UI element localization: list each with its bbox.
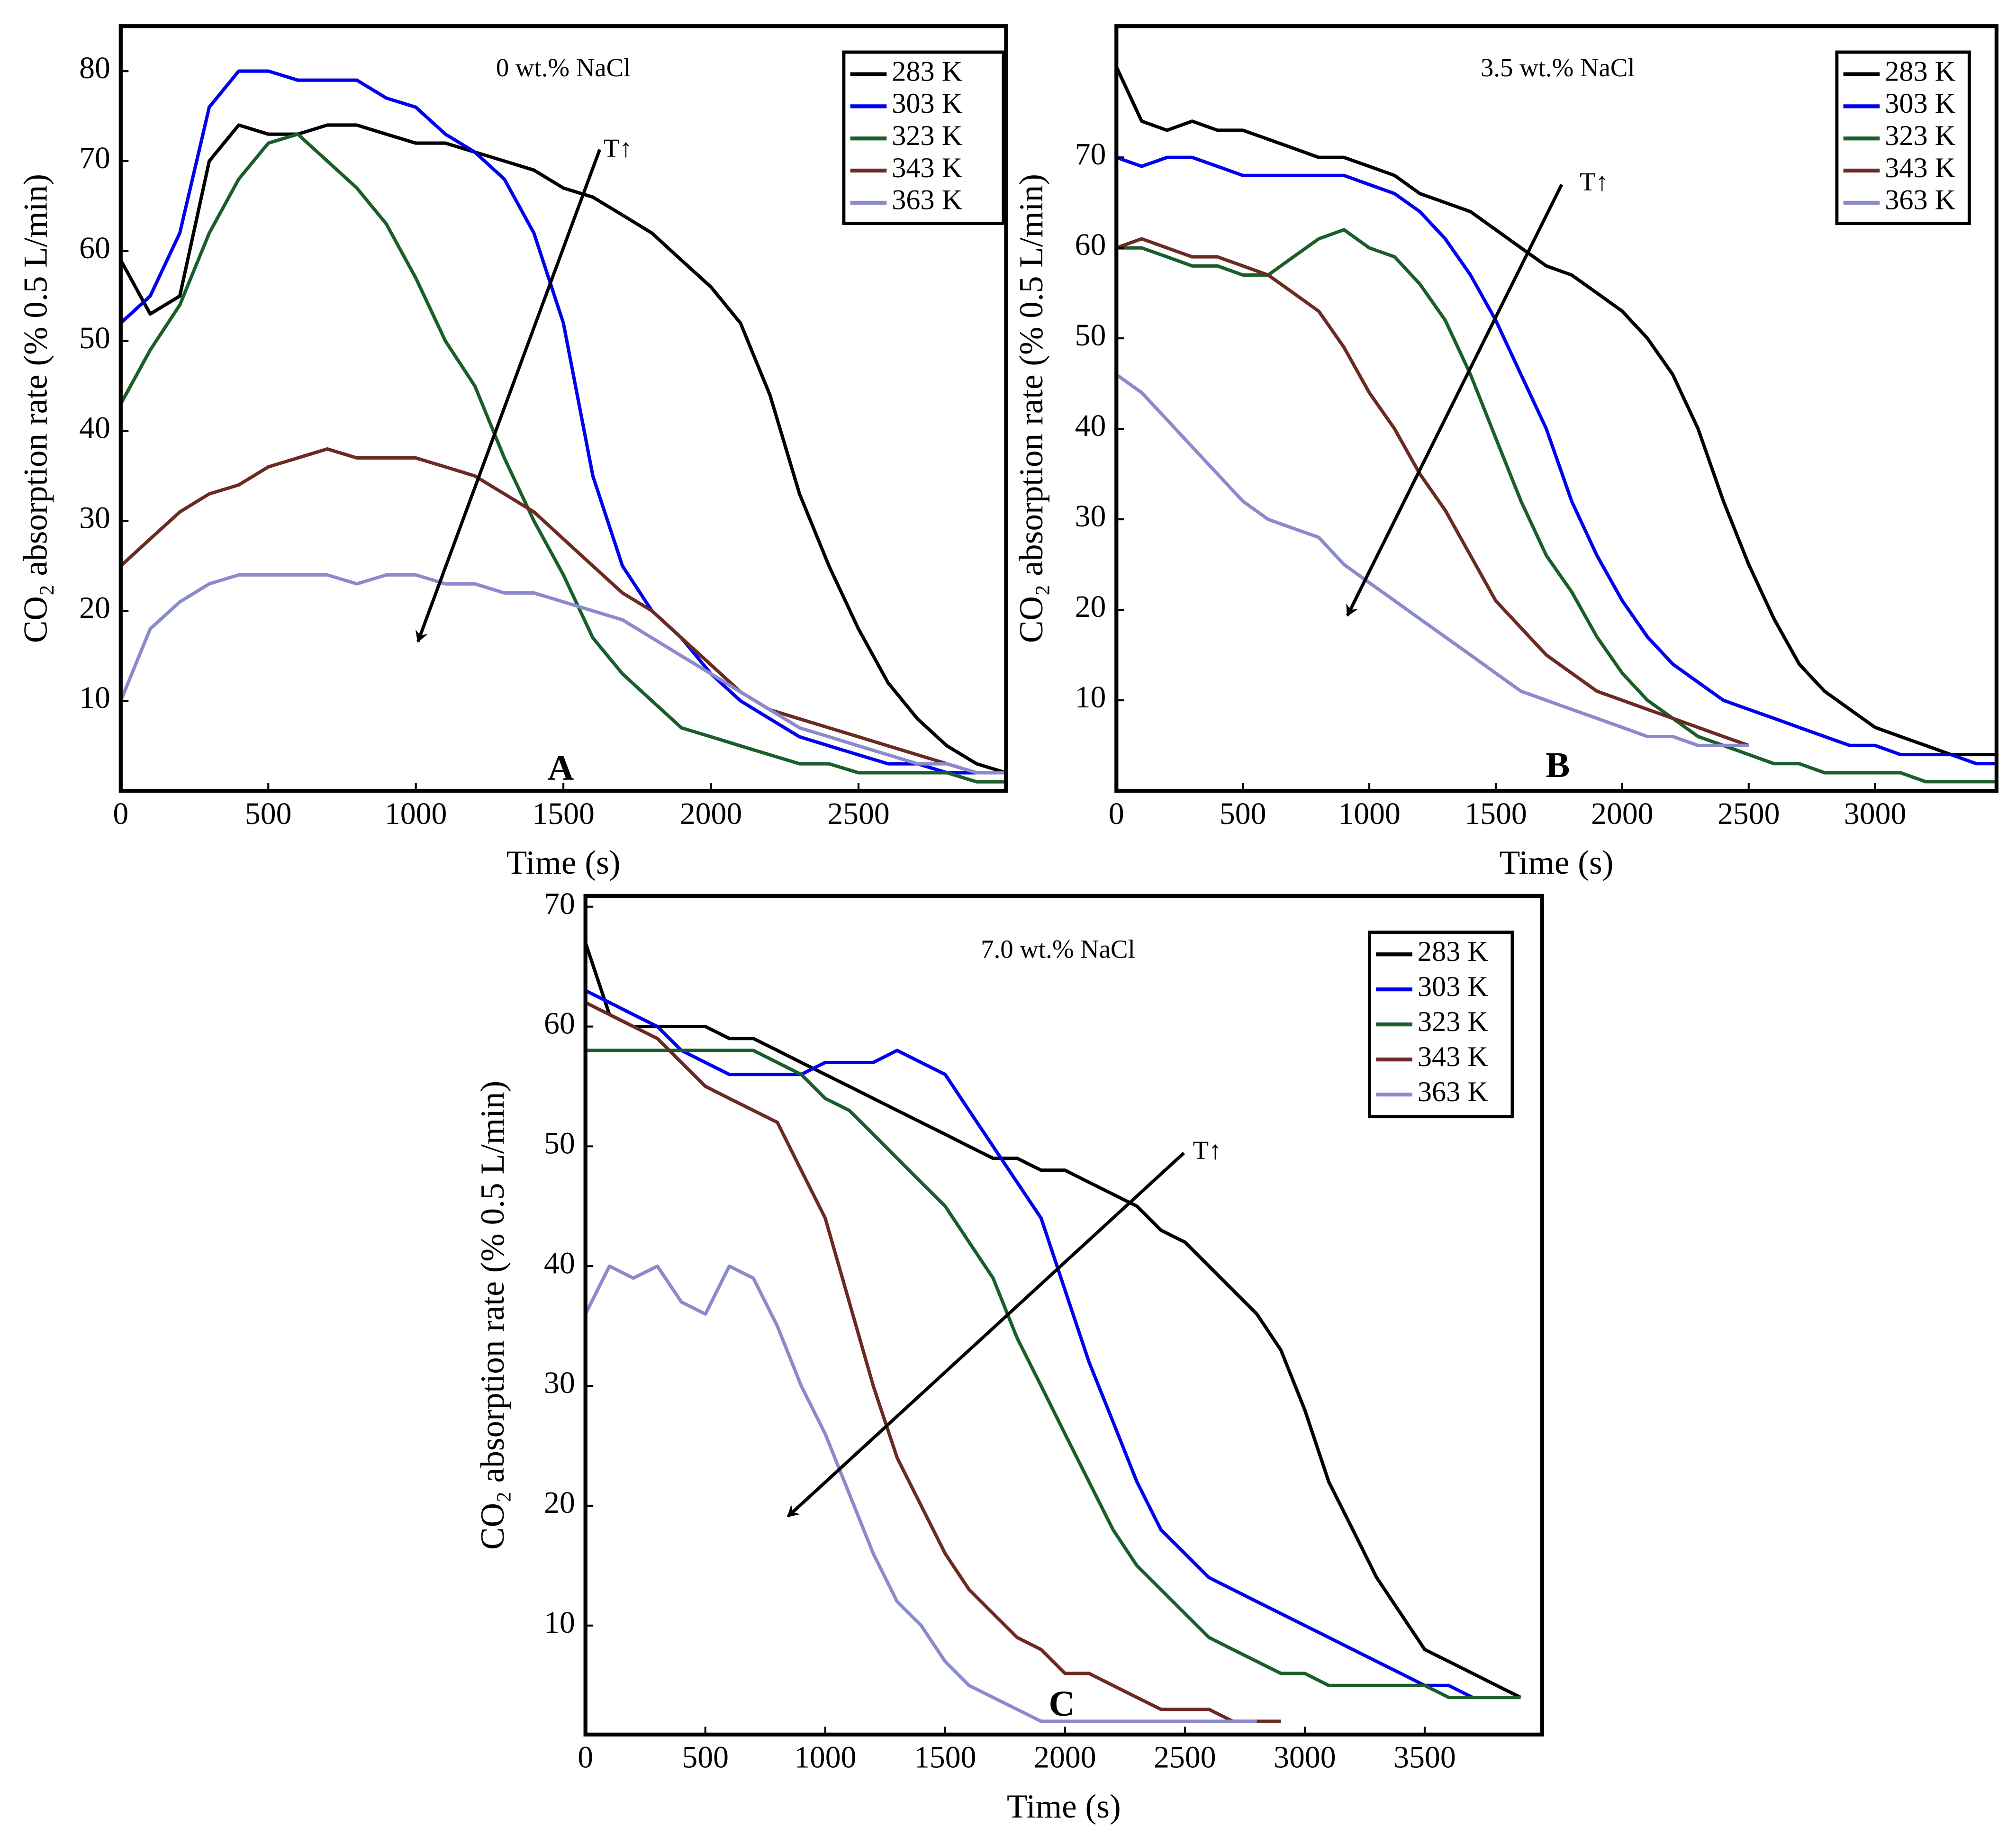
x-tick-label: 2500: [1718, 796, 1780, 831]
series-line: [585, 942, 1522, 1699]
y-tick-label: 20: [79, 590, 110, 625]
plot-frame: [583, 894, 1545, 1737]
plot-frame: [1114, 24, 1999, 793]
y-axis-label: CO₂ absorption rate (% 0.5 L/min): [1013, 174, 1050, 643]
annotation: T↑: [604, 134, 633, 163]
y-tick-label: 40: [79, 411, 110, 445]
legend-label: 343 K: [1885, 152, 1955, 184]
series-line: [1116, 237, 1750, 747]
x-tick-label: 2000: [1034, 1740, 1096, 1775]
chart-title: 0 wt.% NaCl: [496, 53, 631, 82]
trend-arrow: [787, 1151, 1185, 1518]
x-axis-label: Time (s): [1007, 1788, 1121, 1825]
series-line: [585, 989, 1521, 1700]
legend-label: 303 K: [1418, 971, 1488, 1003]
y-tick-label: 20: [1075, 589, 1106, 624]
y-tick-label: 50: [1075, 318, 1106, 353]
x-tick-label: 2000: [680, 796, 742, 831]
y-tick-label: 70: [544, 886, 575, 921]
series-line: [1116, 66, 1997, 757]
series-line: [120, 123, 1006, 775]
legend-label: 283 K: [1885, 55, 1955, 87]
series-line: [120, 132, 1006, 784]
legend-label: 323 K: [1885, 120, 1955, 152]
series-line: [120, 573, 1006, 775]
series-line: [585, 1264, 1257, 1723]
chart-title: 3.5 wt.% NaCl: [1481, 53, 1635, 82]
y-tick-label: 10: [544, 1605, 575, 1640]
y-tick-label: 60: [1075, 227, 1106, 262]
y-tick-label: 70: [79, 141, 110, 175]
y-tick-label: 30: [1075, 499, 1106, 534]
x-tick-label: 2000: [1591, 796, 1654, 831]
x-tick-label: 1000: [1338, 796, 1401, 831]
x-tick-label: 500: [1220, 796, 1266, 831]
series-line: [1116, 155, 1997, 766]
legend-label: 343 K: [892, 152, 962, 184]
y-tick-label: 50: [79, 321, 110, 355]
legend-label: 323 K: [1418, 1006, 1488, 1038]
legend-label: 303 K: [892, 88, 962, 119]
y-axis-label: CO₂ absorption rate (% 0.5 L/min): [18, 174, 54, 643]
x-tick-label: 0: [578, 1740, 593, 1775]
y-tick-label: 10: [79, 680, 110, 715]
x-tick-label: 1000: [794, 1740, 857, 1775]
panel-label: A: [548, 748, 574, 788]
legend-label: 323 K: [892, 120, 962, 152]
series-line: [120, 69, 1006, 775]
x-tick-label: 1000: [385, 796, 447, 831]
y-tick-label: 50: [544, 1126, 575, 1160]
y-tick-label: 30: [79, 501, 110, 535]
y-tick-label: 60: [544, 1006, 575, 1041]
y-tick-label: 80: [79, 51, 110, 85]
x-tick-label: 3500: [1393, 1740, 1456, 1775]
legend-label: 363 K: [1418, 1076, 1488, 1108]
x-tick-label: 1500: [532, 796, 595, 831]
legend-label: 363 K: [1885, 184, 1955, 216]
chart-title: 7.0 wt.% NaCl: [981, 934, 1135, 963]
x-tick-label: 1500: [914, 1740, 976, 1775]
x-tick-label: 0: [1109, 796, 1124, 831]
x-tick-label: 500: [682, 1740, 729, 1775]
y-tick-label: 60: [79, 231, 110, 265]
annotation: T↑: [1580, 167, 1609, 196]
x-axis-label: Time (s): [1500, 844, 1614, 881]
x-tick-label: 2500: [1154, 1740, 1216, 1775]
x-tick-label: 1500: [1465, 796, 1527, 831]
legend-label: 303 K: [1885, 88, 1955, 119]
annotation: T↑: [1193, 1136, 1222, 1165]
y-tick-label: 40: [544, 1246, 575, 1280]
x-tick-label: 3000: [1844, 796, 1907, 831]
panel-label: B: [1546, 745, 1570, 785]
trend-arrow: [415, 149, 602, 643]
y-axis-label: CO₂ absorption rate (% 0.5 L/min): [474, 1081, 511, 1550]
legend-label: 283 K: [1418, 936, 1488, 968]
series-line: [585, 1049, 1521, 1700]
x-axis-label: Time (s): [506, 844, 621, 881]
x-tick-label: 500: [245, 796, 292, 831]
y-tick-label: 40: [1075, 408, 1106, 443]
y-tick-label: 30: [544, 1366, 575, 1400]
legend-label: 283 K: [892, 55, 962, 87]
panel-label: C: [1049, 1683, 1075, 1724]
x-tick-label: 2500: [827, 796, 890, 831]
x-tick-label: 3000: [1274, 1740, 1336, 1775]
y-tick-label: 70: [1075, 137, 1106, 172]
series-line: [120, 447, 1006, 775]
series-line: [1116, 373, 1749, 747]
y-tick-label: 10: [1075, 680, 1106, 715]
legend-label: 363 K: [892, 184, 962, 216]
y-tick-label: 20: [544, 1485, 575, 1520]
trend-arrow: [1346, 183, 1564, 617]
legend-label: 343 K: [1418, 1041, 1488, 1073]
series-line: [585, 1001, 1281, 1723]
x-tick-label: 0: [113, 796, 128, 831]
